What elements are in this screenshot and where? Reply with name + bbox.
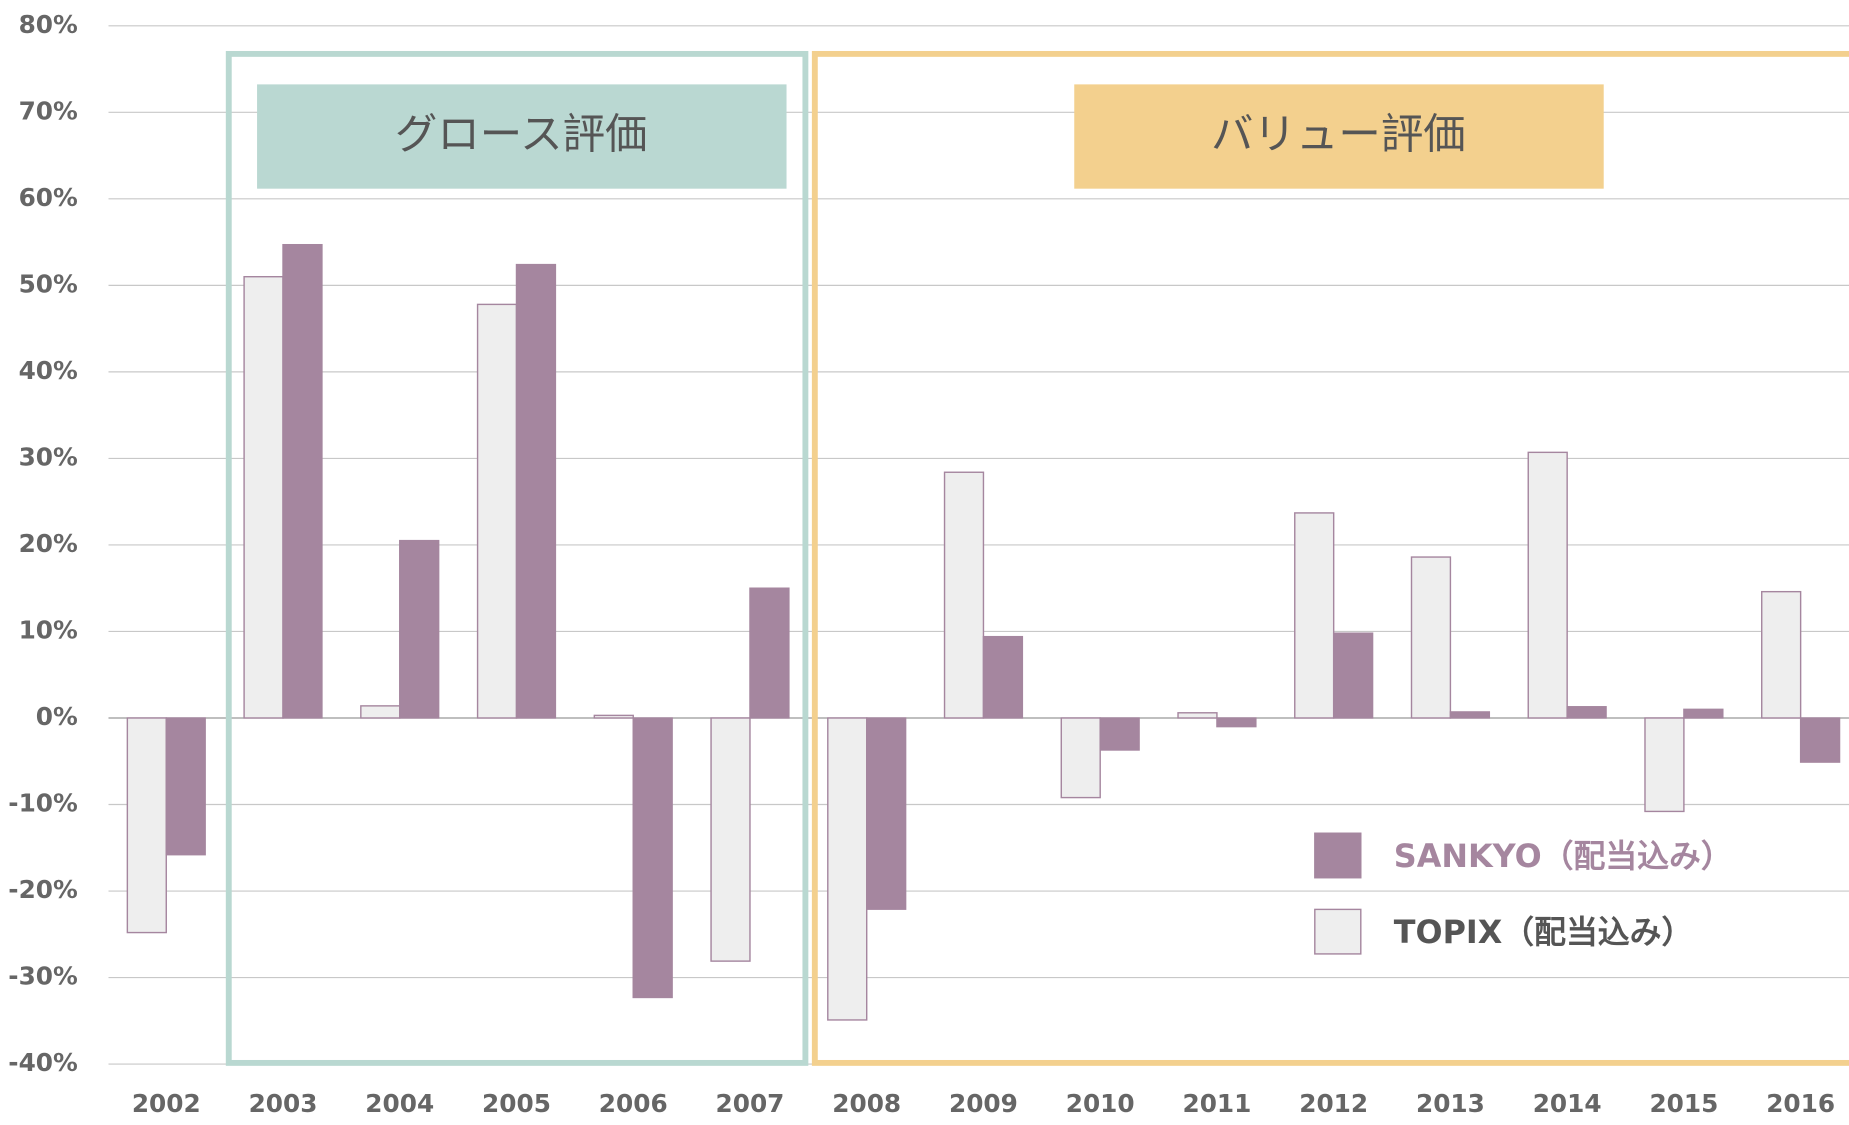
legend-label: TOPIX（配当込み） [1394,915,1694,951]
y-tick-label: 80% [19,10,78,39]
x-tick-label: 2014 [1533,1089,1602,1118]
x-tick-label: 2008 [832,1089,901,1118]
y-tick-label: -40% [8,1048,78,1077]
x-tick-label: 2006 [599,1089,668,1118]
bar [399,539,440,719]
bar [1099,717,1140,751]
legend-label: SANKYO（配当込み） [1394,839,1733,875]
bar [360,705,401,719]
bar [982,635,1024,719]
y-tick-label: 50% [19,269,78,298]
y-tick-label: -20% [8,875,78,904]
x-tick-label: 2012 [1299,1089,1368,1118]
y-tick-label: -10% [8,789,78,818]
y-tick-label: 0% [36,702,78,731]
y-tick-label: 40% [19,356,78,385]
bar [1332,632,1374,719]
y-tick-label: 30% [19,442,78,471]
bar [165,717,206,856]
bar [515,263,557,719]
y-tick-label: 60% [19,183,78,212]
annotation: バリュー評価 [1211,110,1466,159]
bars [126,243,1841,1021]
plot: -40% -30% -20% -10% 0% 10% 20% 30% 40% 50% 60% 70% 8… [8,10,1849,1118]
bar [1216,717,1257,728]
growth-box [225,50,809,1066]
bar [282,243,323,719]
x-tick-label: 2013 [1416,1089,1485,1118]
bar [943,471,985,719]
x-tick-label: 2011 [1182,1089,1251,1118]
y-tick-label: 70% [19,96,78,125]
bar [593,714,634,719]
x-tick-label: 2002 [132,1089,201,1118]
bar [1177,712,1218,719]
bar [710,717,751,962]
x-tick-label: 2007 [716,1089,785,1118]
legend-swatch [1314,908,1362,955]
bar [1449,711,1491,719]
x-tick-label: 2016 [1766,1089,1835,1118]
grid: -40% -30% -20% -10% 0% 10% 20% 30% 40% 50% 60% 70% 8… [8,10,1849,1118]
bar [1294,512,1335,719]
bar [1683,708,1724,719]
y-tick-label: -30% [8,962,78,991]
bar [1644,717,1685,813]
bar [243,276,284,719]
bar [126,717,167,934]
x-tick-label: 2010 [1066,1089,1135,1118]
value-box [811,50,1849,1066]
growth-label-bg [257,84,787,189]
bar [1410,556,1452,719]
bar [866,717,907,910]
x-tick-label: 2004 [365,1089,434,1118]
bar [1527,451,1568,719]
y-tick-label: 20% [19,529,78,558]
x-tick-label: 2015 [1649,1089,1718,1118]
x-tick-label: 2005 [482,1089,551,1118]
bar [749,587,790,719]
annotation: グロース評価 [395,110,648,159]
bar [1060,717,1101,799]
value-label-bg [1074,84,1604,189]
x-tick-label: 2003 [249,1089,318,1118]
legend-swatch [1314,832,1362,879]
bar [1566,706,1607,719]
bar [632,717,673,999]
x-tick-label: 2009 [949,1089,1018,1118]
bar [476,303,518,719]
legend: SANKYO（配当込み） TOPIX（配当込み） [1314,832,1733,955]
bar [1799,717,1841,763]
y-tick-label: 10% [19,616,78,645]
bar [827,717,868,1021]
bar [1761,590,1802,719]
